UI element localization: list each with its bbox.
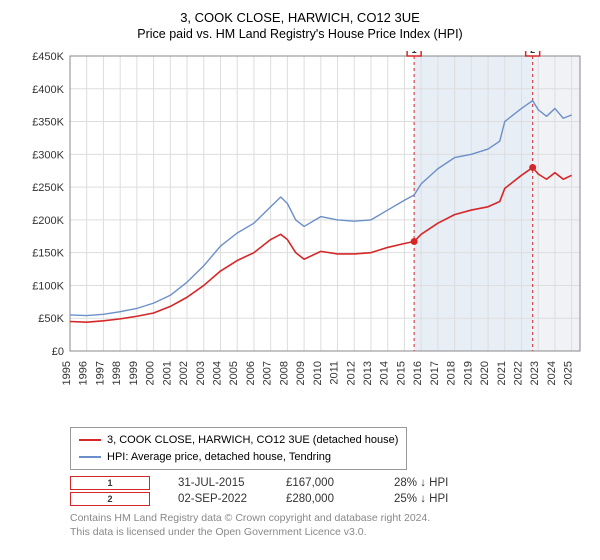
svg-text:2004: 2004 bbox=[211, 361, 223, 385]
svg-text:2016: 2016 bbox=[412, 361, 424, 385]
svg-text:2018: 2018 bbox=[446, 361, 458, 385]
legend: 3, COOK CLOSE, HARWICH, CO12 3UE (detach… bbox=[70, 427, 407, 470]
svg-text:2: 2 bbox=[530, 51, 535, 55]
svg-text:2023: 2023 bbox=[529, 361, 541, 385]
svg-text:2000: 2000 bbox=[145, 361, 157, 385]
svg-text:2005: 2005 bbox=[228, 361, 240, 385]
sale-date: 31-JUL-2015 bbox=[178, 477, 258, 489]
svg-text:2017: 2017 bbox=[429, 361, 441, 385]
svg-text:£350K: £350K bbox=[32, 117, 64, 129]
svg-text:2001: 2001 bbox=[161, 361, 173, 385]
sale-delta: 28% ↓ HPI bbox=[394, 477, 474, 489]
sale-date: 02-SEP-2022 bbox=[178, 493, 258, 505]
svg-text:1: 1 bbox=[412, 51, 417, 55]
svg-text:£200K: £200K bbox=[32, 215, 64, 227]
svg-text:£450K: £450K bbox=[32, 51, 64, 63]
sale-row: 2 02-SEP-2022 £280,000 25% ↓ HPI bbox=[70, 492, 585, 506]
svg-text:2006: 2006 bbox=[245, 361, 257, 385]
footer-line-1: Contains HM Land Registry data © Crown c… bbox=[70, 512, 585, 526]
footer-line-2: This data is licensed under the Open Gov… bbox=[70, 526, 585, 540]
svg-text:2008: 2008 bbox=[278, 361, 290, 385]
svg-text:2019: 2019 bbox=[462, 361, 474, 385]
svg-text:2025: 2025 bbox=[563, 361, 575, 385]
legend-row-hpi: HPI: Average price, detached house, Tend… bbox=[79, 449, 398, 466]
sale-price: £167,000 bbox=[286, 477, 366, 489]
svg-text:1997: 1997 bbox=[94, 361, 106, 385]
legend-label-hpi: HPI: Average price, detached house, Tend… bbox=[107, 449, 331, 466]
svg-text:2003: 2003 bbox=[195, 361, 207, 385]
svg-text:2013: 2013 bbox=[362, 361, 374, 385]
chart-title: 3, COOK CLOSE, HARWICH, CO12 3UE bbox=[15, 10, 585, 25]
sale-row: 1 31-JUL-2015 £167,000 28% ↓ HPI bbox=[70, 476, 585, 490]
svg-text:2002: 2002 bbox=[178, 361, 190, 385]
svg-text:2012: 2012 bbox=[345, 361, 357, 385]
legend-row-property: 3, COOK CLOSE, HARWICH, CO12 3UE (detach… bbox=[79, 432, 398, 449]
chart-container: 3, COOK CLOSE, HARWICH, CO12 3UE Price p… bbox=[0, 0, 600, 560]
svg-text:2011: 2011 bbox=[329, 361, 341, 385]
legend-swatch-hpi bbox=[79, 456, 101, 458]
svg-text:2024: 2024 bbox=[546, 361, 558, 385]
svg-text:1996: 1996 bbox=[78, 361, 90, 385]
legend-label-property: 3, COOK CLOSE, HARWICH, CO12 3UE (detach… bbox=[107, 432, 398, 449]
footer-attribution: Contains HM Land Registry data © Crown c… bbox=[70, 512, 585, 539]
sale-marker: 1 bbox=[70, 476, 150, 490]
sales-list: 1 31-JUL-2015 £167,000 28% ↓ HPI 2 02-SEP-202… bbox=[15, 476, 585, 506]
svg-text:2007: 2007 bbox=[262, 361, 274, 385]
svg-text:£400K: £400K bbox=[32, 84, 64, 96]
svg-text:2009: 2009 bbox=[295, 361, 307, 385]
sale-price: £280,000 bbox=[286, 493, 366, 505]
svg-text:2020: 2020 bbox=[479, 361, 491, 385]
svg-text:£100K: £100K bbox=[32, 280, 64, 292]
svg-text:£0: £0 bbox=[52, 346, 64, 358]
sale-delta: 25% ↓ HPI bbox=[394, 493, 474, 505]
svg-text:£300K: £300K bbox=[32, 149, 64, 161]
svg-text:£250K: £250K bbox=[32, 182, 64, 194]
svg-text:£50K: £50K bbox=[38, 313, 64, 325]
chart-subtitle: Price paid vs. HM Land Registry's House … bbox=[15, 27, 585, 41]
svg-text:2014: 2014 bbox=[379, 361, 391, 385]
svg-text:2010: 2010 bbox=[312, 361, 324, 385]
svg-text:2022: 2022 bbox=[512, 361, 524, 385]
legend-swatch-property bbox=[79, 439, 101, 441]
svg-text:2021: 2021 bbox=[496, 361, 508, 385]
svg-text:2015: 2015 bbox=[395, 361, 407, 385]
svg-text:£150K: £150K bbox=[32, 248, 64, 260]
line-chart-svg: £0 £50K £100K £150K £200K £250K £300K £350K £400… bbox=[15, 51, 585, 421]
svg-text:1998: 1998 bbox=[111, 361, 123, 385]
svg-text:1999: 1999 bbox=[128, 361, 140, 385]
chart-area: £0 £50K £100K £150K £200K £250K £300K £350K £400… bbox=[15, 51, 585, 421]
sale-marker: 2 bbox=[70, 492, 150, 506]
svg-text:1995: 1995 bbox=[61, 361, 73, 385]
